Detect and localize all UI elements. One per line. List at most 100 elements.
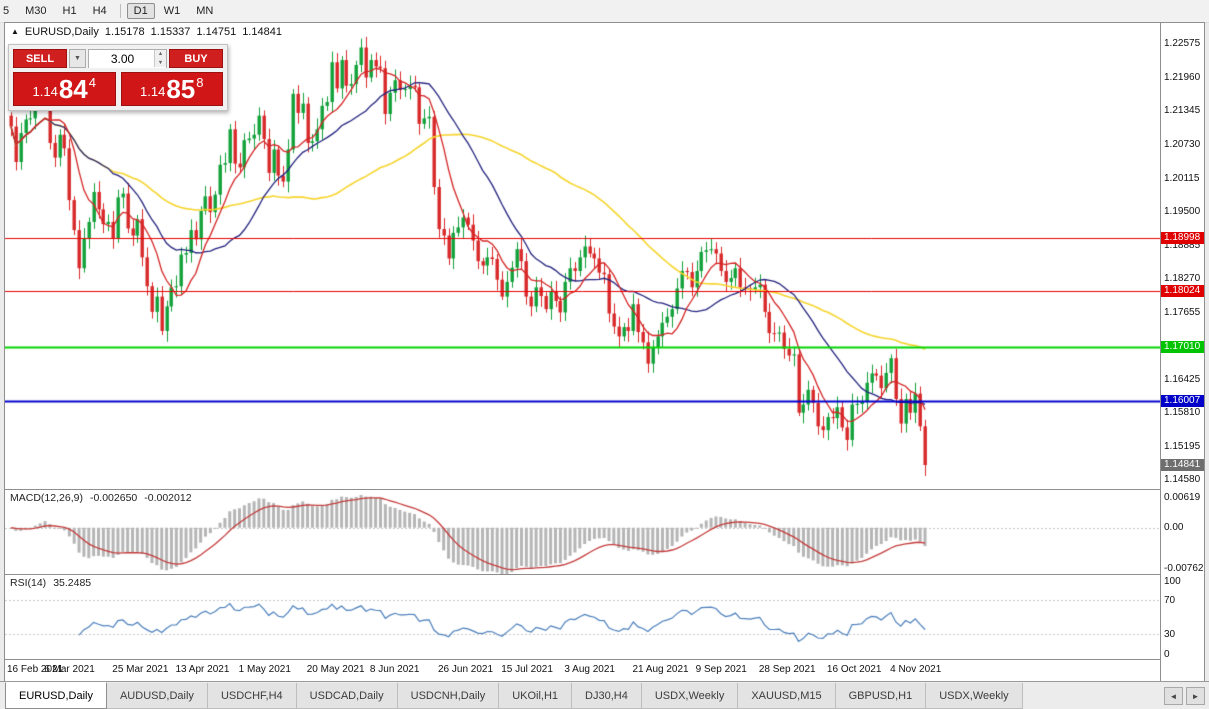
date-axis-label: 1 May 2021: [238, 664, 291, 675]
macd-signal-value: -0.002012: [144, 492, 192, 504]
volume-dropdown-button[interactable]: ▼: [69, 49, 86, 68]
date-axis-label: 25 Mar 2021: [112, 664, 169, 675]
timeframe-button-h4[interactable]: H4: [92, 5, 107, 17]
price-axis-label: 1.15195: [1164, 440, 1201, 452]
timeframe-toolbar: 5 M30 H1 H4 D1 W1 MN: [0, 0, 1209, 23]
volume-input[interactable]: [89, 50, 166, 68]
plot-area: [5, 23, 1160, 681]
panel-separator[interactable]: [5, 489, 1204, 490]
date-axis-label: 4 Nov 2021: [890, 664, 942, 675]
tab-usdx-weekly[interactable]: USDX,Weekly: [926, 683, 1023, 709]
tab-xauusd-m15[interactable]: XAUUSD,M15: [738, 683, 836, 709]
price-line-badge: 1.16007: [1161, 395, 1204, 408]
macd-axis-label: 0.00619: [1164, 492, 1201, 503]
ohlc-open: 1.15178: [104, 26, 145, 38]
chart-tab-bar: EURUSD,Daily AUDUSD,Daily USDCHF,H4 USDCAD,…: [0, 681, 1209, 709]
price-line-badge: 1.17010: [1161, 340, 1204, 353]
macd-canvas[interactable]: [5, 490, 1160, 574]
sell-button[interactable]: SELL: [13, 49, 67, 68]
price-axis-label: 1.18885: [1164, 239, 1201, 251]
macd-axis-label: 0.00: [1164, 521, 1184, 533]
price-axis-label: 1.17655: [1164, 306, 1201, 318]
price-line-badge: 1.18998: [1161, 232, 1204, 245]
date-axis-label: 6 Mar 2021: [44, 664, 95, 675]
price-axis-label: 1.21345: [1164, 105, 1201, 117]
timeframe-button-mn[interactable]: MN: [196, 5, 214, 17]
rsi-axis-label: 30: [1164, 628, 1176, 640]
chart-header: ▲ EURUSD,Daily 1.15178 1.15337 1.14751 1…: [11, 26, 282, 38]
chart-symbol-label: EURUSD,Daily: [24, 26, 99, 38]
tab-usdx-weekly[interactable]: USDX,Weekly: [641, 683, 739, 709]
date-axis-label: 3 Aug 2021: [564, 664, 615, 675]
tab-eurusd-daily[interactable]: EURUSD,Daily: [5, 682, 107, 709]
sell-price-base: 1.14: [32, 84, 58, 99]
price-axis[interactable]: 1.22575 1.21960 1.21345 1.20730 1.20115 1.195…: [1160, 23, 1204, 681]
date-axis-label: 28 Sep 2021: [758, 664, 816, 675]
date-axis-label: 21 Aug 2021: [632, 664, 689, 675]
sell-price-pips: 84: [58, 74, 88, 104]
macd-axis-label: -0.00762: [1164, 563, 1204, 574]
date-axis[interactable]: 16 Feb 2021 6 Mar 2021 25 Mar 2021 13 Apr 2…: [5, 660, 1160, 681]
price-line-badge: 1.18024: [1161, 285, 1204, 298]
date-axis-label: 13 Apr 2021: [175, 664, 230, 675]
tab-ukoil-h1[interactable]: UKOil,H1: [499, 683, 573, 709]
rsi-value: 35.2485: [53, 577, 92, 589]
price-axis-label: 1.15810: [1164, 407, 1201, 419]
ohlc-low: 1.14751: [196, 26, 237, 38]
sell-price-point: 4: [88, 75, 96, 90]
toolbar-divider: [119, 4, 121, 18]
macd-main-value: -0.002650: [89, 492, 138, 504]
rsi-name: RSI(14): [10, 577, 47, 589]
date-axis-label: 16 Oct 2021: [826, 664, 882, 675]
tab-dj30-h4[interactable]: DJ30,H4: [572, 683, 642, 709]
tab-audusd-daily[interactable]: AUDUSD,Daily: [106, 683, 208, 709]
tab-scroll-arrows: ◄ ►: [1164, 687, 1205, 705]
price-axis-label: 1.14580: [1164, 474, 1201, 486]
price-axis-label: 1.18270: [1164, 273, 1201, 285]
ohlc-close: 1.14841: [242, 26, 282, 38]
ohlc-high: 1.15337: [150, 26, 191, 38]
tab-gbpusd-h1[interactable]: GBPUSD,H1: [835, 683, 927, 709]
timeframe-button-m30[interactable]: M30: [25, 5, 47, 17]
tab-usdchf-h4[interactable]: USDCHF,H4: [207, 683, 297, 709]
rsi-axis-label: 100: [1164, 576, 1181, 587]
buy-price-pips: 85: [166, 74, 196, 104]
timeframe-button-w1[interactable]: W1: [163, 5, 181, 17]
chart-tab-bar-tabs: EURUSD,Daily AUDUSD,Daily USDCHF,H4 USDCAD,…: [5, 682, 1023, 709]
date-axis-label: 26 Jun 2021: [438, 664, 494, 675]
macd-label: MACD(12,26,9) -0.002650 -0.002012: [10, 492, 192, 504]
volume-spin-down-icon[interactable]: ▼: [155, 58, 166, 67]
date-axis-label: 9 Sep 2021: [695, 664, 747, 675]
buy-price-box[interactable]: 1.14 85 8: [120, 72, 223, 106]
tab-scroll-left-button[interactable]: ◄: [1164, 687, 1183, 705]
timeframe-button-h1[interactable]: H1: [62, 5, 77, 17]
panel-separator: [5, 659, 1204, 660]
tab-usdcnh-daily[interactable]: USDCNH,Daily: [397, 683, 500, 709]
date-axis-label: 20 May 2021: [306, 664, 365, 675]
sell-price-box[interactable]: 1.14 84 4: [13, 72, 116, 106]
macd-name: MACD(12,26,9): [10, 492, 83, 504]
one-click-trading-panel: SELL ▼ ▲ ▼ BUY 1.14 84 4 1.1: [8, 44, 228, 111]
rsi-canvas[interactable]: [5, 575, 1160, 659]
rsi-axis-label: 70: [1164, 595, 1176, 607]
price-axis-label: 1.21960: [1164, 71, 1201, 83]
price-line-badge: 1.14841: [1161, 458, 1204, 471]
price-axis-label: 1.20730: [1164, 138, 1201, 150]
price-axis-label: 1.19500: [1164, 206, 1201, 218]
volume-spin-up-icon[interactable]: ▲: [155, 50, 166, 59]
buy-price-base: 1.14: [140, 84, 166, 99]
rsi-label: RSI(14) 35.2485: [10, 577, 91, 589]
one-click-collapse-icon[interactable]: ▲: [11, 27, 19, 36]
price-axis-label: 1.20115: [1164, 172, 1200, 184]
price-axis-label: 1.16425: [1164, 373, 1201, 385]
tab-scroll-right-button[interactable]: ►: [1186, 687, 1205, 705]
timeframe-button-5[interactable]: 5: [3, 5, 10, 17]
rsi-axis-label: 0: [1164, 649, 1170, 660]
date-axis-label: 16 Feb 2021: [7, 664, 64, 675]
panel-separator[interactable]: [5, 574, 1204, 575]
buy-button[interactable]: BUY: [169, 49, 223, 68]
timeframe-button-d1[interactable]: D1: [126, 3, 155, 19]
tab-usdcad-daily[interactable]: USDCAD,Daily: [296, 683, 398, 709]
date-axis-label: 8 Jun 2021: [369, 664, 420, 675]
